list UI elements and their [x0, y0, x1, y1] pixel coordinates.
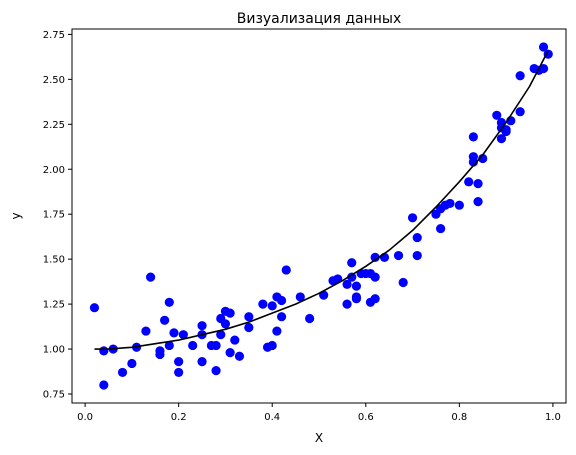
data-point: [272, 326, 281, 335]
data-point: [436, 224, 445, 233]
data-point: [516, 71, 525, 80]
data-point: [188, 341, 197, 350]
data-point: [197, 321, 206, 330]
x-tick-label: 0.8: [451, 412, 467, 423]
data-point: [469, 132, 478, 141]
data-point: [226, 348, 235, 357]
data-point: [445, 199, 454, 208]
data-point: [268, 301, 277, 310]
chart-title: Визуализация данных: [237, 11, 402, 27]
data-point: [244, 312, 253, 321]
y-tick-label: 1.25: [43, 300, 65, 311]
data-point: [268, 341, 277, 350]
x-tick-label: 0.6: [358, 412, 374, 423]
data-point: [221, 319, 230, 328]
data-point: [399, 278, 408, 287]
data-point: [174, 368, 183, 377]
y-tick-label: 1.75: [43, 210, 65, 221]
data-point: [230, 335, 239, 344]
data-point: [174, 357, 183, 366]
data-point: [277, 312, 286, 321]
data-point: [258, 300, 267, 309]
data-point: [169, 328, 178, 337]
y-tick-label: 2.50: [43, 75, 65, 86]
data-point: [408, 213, 417, 222]
data-point: [282, 265, 291, 274]
y-tick-label: 2.75: [43, 30, 65, 41]
plot-area: [72, 29, 566, 403]
data-point: [464, 177, 473, 186]
y-tick-label: 2.25: [43, 120, 65, 131]
data-point: [141, 326, 150, 335]
data-point: [211, 341, 220, 350]
data-point: [226, 308, 235, 317]
y-tick-label: 1.50: [43, 255, 65, 266]
y-tick-label: 0.75: [43, 390, 65, 401]
data-point: [165, 298, 174, 307]
data-point: [235, 352, 244, 361]
data-point: [371, 294, 380, 303]
x-tick-label: 0.0: [77, 412, 93, 423]
x-tick-label: 0.4: [264, 412, 280, 423]
data-point: [211, 366, 220, 375]
data-point: [127, 359, 136, 368]
data-point: [352, 282, 361, 291]
data-point: [394, 251, 403, 260]
data-point: [371, 273, 380, 282]
y-tick-label: 2.00: [43, 165, 65, 176]
y-axis-title: y: [9, 212, 23, 219]
data-point: [352, 292, 361, 301]
data-point: [347, 258, 356, 267]
data-point: [99, 380, 108, 389]
data-point: [473, 179, 482, 188]
data-point: [99, 346, 108, 355]
data-point: [413, 233, 422, 242]
data-point: [516, 107, 525, 116]
data-point: [244, 323, 253, 332]
data-point: [413, 251, 422, 260]
data-point: [342, 300, 351, 309]
data-point: [455, 201, 464, 210]
data-point: [305, 314, 314, 323]
data-point: [277, 296, 286, 305]
x-axis-title: X: [315, 431, 323, 445]
data-point: [146, 273, 155, 282]
data-point: [155, 346, 164, 355]
data-point: [160, 316, 169, 325]
data-point: [197, 357, 206, 366]
data-point: [473, 197, 482, 206]
x-tick-label: 0.2: [171, 412, 187, 423]
data-point: [118, 368, 127, 377]
x-tick-label: 1.0: [545, 412, 561, 423]
y-tick-label: 1.00: [43, 345, 65, 356]
data-point: [90, 303, 99, 312]
